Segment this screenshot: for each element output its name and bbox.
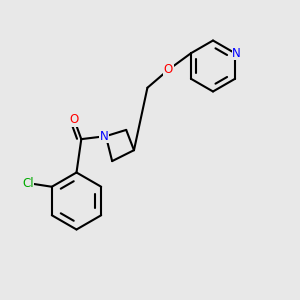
Text: Cl: Cl bbox=[22, 177, 34, 190]
Text: O: O bbox=[164, 63, 173, 76]
Text: N: N bbox=[100, 130, 109, 142]
Text: N: N bbox=[232, 47, 241, 60]
Text: O: O bbox=[69, 113, 78, 126]
